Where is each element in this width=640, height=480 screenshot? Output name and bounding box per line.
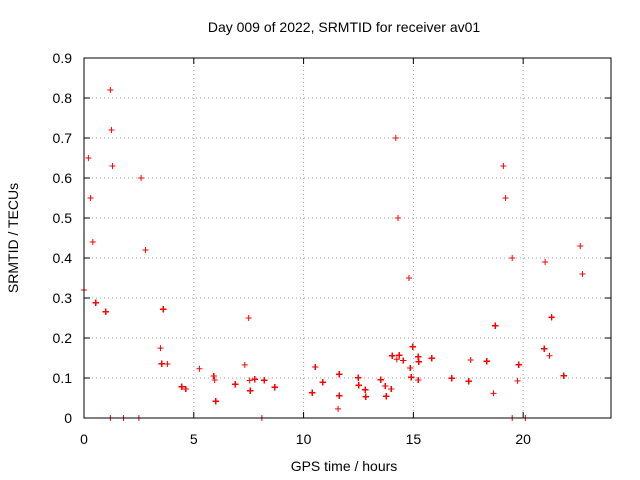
data-point [142,247,149,253]
data-point [395,215,402,221]
y-tick-label: 0.8 [53,90,73,106]
data-point [400,357,407,364]
data-point [515,361,522,368]
data-point [336,371,343,378]
x-tick-label: 0 [80,431,88,447]
data-point [502,195,509,201]
data-point [509,255,516,261]
data-point [108,127,115,133]
data-point [577,243,584,249]
data-point [393,356,400,363]
y-axis-label: SRMTID / TECUs [5,183,21,293]
x-tick-label: 15 [406,431,422,447]
y-tick-label: 0.9 [53,50,73,66]
data-point [483,358,490,365]
data-point [355,374,362,381]
data-point [160,306,167,313]
y-tick-label: 0.1 [53,370,73,386]
data-point [241,361,248,368]
data-point [247,387,254,394]
data-point [383,393,390,400]
data-point [89,239,96,245]
data-point [138,175,145,181]
data-point [448,375,455,382]
data-point [164,361,171,368]
data-point [415,353,422,360]
data-point [548,314,555,321]
data-point [182,385,189,392]
data-point [107,87,114,93]
data-point [309,389,316,396]
y-tick-label: 0.3 [53,290,73,306]
x-axis-label: GPS time / hours [291,458,398,474]
data-point [355,382,362,389]
axis-ticks: 0 0.1 0.2 0.3 0.4 0.5 0.6 0.7 0.8 0.9 0 5 10 15 20 [53,50,611,447]
data-point [336,392,343,399]
data-point [541,345,548,352]
data-point [405,275,412,281]
data-point [465,378,472,385]
plot-frame [83,57,612,419]
data-point [196,365,203,372]
data-point [428,355,435,362]
data-point [87,195,94,201]
y-tick-label: 0.4 [53,250,73,266]
data-point [389,352,396,359]
data-point [362,393,369,400]
data-point [392,135,399,141]
data-point [271,384,278,391]
data-point [312,363,319,370]
data-point [210,373,217,380]
data-point [382,383,389,390]
data-point [109,163,116,169]
data-point [514,377,521,384]
data-point [211,376,218,383]
chart-title: Day 009 of 2022, SRMTID for receiver av0… [208,19,481,35]
data-point [546,352,553,359]
y-tick-label: 0.7 [53,130,73,146]
data-point [409,343,416,350]
grid-lines [84,58,611,418]
data-points [81,87,586,421]
data-point [415,376,422,383]
data-point [232,381,239,388]
data-point [542,259,549,265]
data-point [178,383,185,390]
data-point [157,345,164,352]
data-point [158,360,165,367]
data-point [579,271,586,277]
data-point [362,386,369,393]
data-point [467,356,474,363]
data-point [335,405,342,412]
data-point [500,163,507,169]
data-point [407,364,414,371]
x-tick-label: 10 [296,431,312,447]
x-tick-label: 5 [190,431,198,447]
y-tick-label: 0.5 [53,210,73,226]
data-point [92,299,99,306]
data-point [251,376,258,383]
data-point [560,372,567,379]
data-point [396,352,403,359]
data-point [408,374,415,381]
data-point [245,315,252,321]
data-point [246,377,253,384]
data-point [212,398,219,405]
data-point [377,376,384,383]
data-point [388,385,395,392]
y-tick-label: 0 [64,410,72,426]
y-tick-label: 0.6 [53,170,73,186]
data-point [102,308,109,315]
data-point [319,379,326,386]
data-point [492,322,499,329]
data-point [85,155,92,161]
y-tick-label: 0.2 [53,330,73,346]
x-tick-label: 20 [515,431,531,447]
data-point [490,390,497,397]
data-point [261,377,268,384]
